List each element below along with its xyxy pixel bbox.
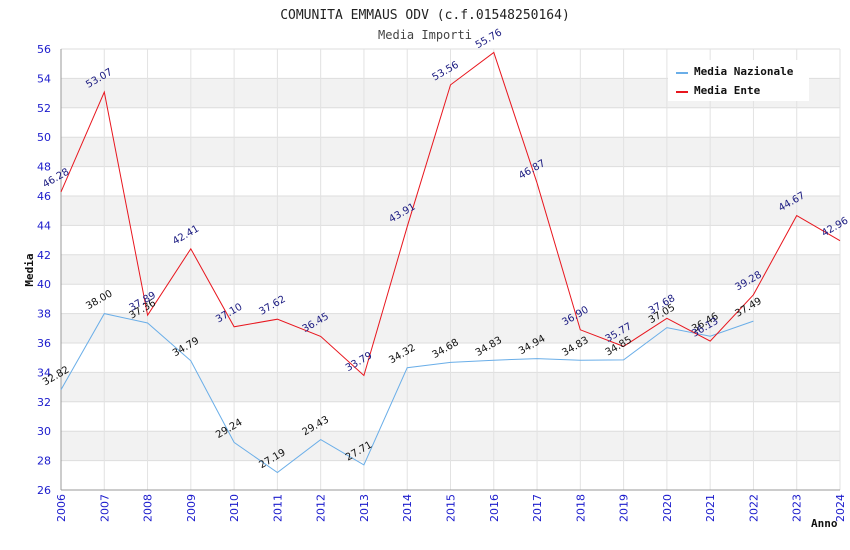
y-tick-label: 42 (37, 249, 51, 262)
y-tick-label: 40 (37, 278, 51, 291)
y-tick-labels: 26 28 30 32 34 36 38 40 42 44 46 48 50 52 54 56 (37, 43, 51, 497)
x-tick-label: 2014 (401, 494, 414, 522)
legend-box (668, 60, 809, 101)
y-tick-label: 34 (37, 366, 51, 379)
x-axis-label: Anno (811, 517, 838, 530)
y-tick-label: 30 (37, 425, 51, 438)
y-tick-label: 48 (37, 161, 51, 174)
legend: Media Nazionale Media Ente (668, 60, 809, 101)
y-tick-label: 50 (37, 131, 51, 144)
y-tick-label: 28 (37, 455, 51, 468)
x-tick-label: 2020 (661, 494, 674, 522)
x-tick-label: 2017 (531, 494, 544, 522)
data-label: 34.32 (387, 342, 417, 366)
x-tick-label: 2019 (618, 494, 631, 522)
y-tick-label: 36 (37, 337, 51, 350)
x-tick-label: 2015 (445, 494, 458, 522)
x-tick-label: 2022 (747, 494, 760, 522)
x-tick-label: 2006 (55, 494, 68, 522)
y-axis-label: Media (23, 253, 36, 286)
y-tick-label: 38 (37, 308, 51, 321)
x-tick-label: 2018 (574, 494, 587, 522)
x-tick-label: 2012 (315, 494, 328, 522)
data-label: 42.41 (171, 224, 201, 248)
axes (60, 49, 840, 491)
x-tick-label: 2016 (488, 494, 501, 522)
chart-subtitle: Media Importi (378, 28, 472, 42)
x-tick-label: 2007 (98, 494, 111, 522)
y-tick-label: 54 (37, 72, 51, 85)
x-tick-labels: 2006 2007 2008 2009 2010 2011 2012 2013 2014 2015… (55, 494, 847, 522)
chart-title: COMUNITA EMMAUS ODV (c.f.01548250164) (280, 8, 570, 23)
y-tick-label: 26 (37, 484, 51, 497)
legend-label-media-nazionale: Media Nazionale (694, 65, 794, 78)
series-line-media-nazionale (60, 313, 754, 474)
y-tick-label: 52 (37, 102, 51, 115)
x-tick-label: 2008 (142, 494, 155, 522)
y-tick-label: 44 (37, 219, 51, 232)
data-label: 55.76 (474, 27, 504, 51)
x-tick-label: 2011 (271, 494, 284, 522)
x-tick-label: 2010 (228, 494, 241, 522)
series-lines (60, 51, 841, 474)
x-tick-label: 2009 (185, 494, 198, 522)
y-tick-label: 56 (37, 43, 51, 56)
x-tick-label: 2023 (791, 494, 804, 522)
x-tick-label: 2024 (834, 494, 847, 522)
legend-label-media-ente: Media Ente (694, 84, 761, 97)
y-tick-label: 46 (37, 190, 51, 203)
data-label: 38.00 (84, 288, 114, 312)
y-tick-label: 32 (37, 396, 51, 409)
x-tick-label: 2021 (704, 494, 717, 522)
x-tick-label: 2013 (358, 494, 371, 522)
series-line-media-ente (60, 51, 841, 377)
